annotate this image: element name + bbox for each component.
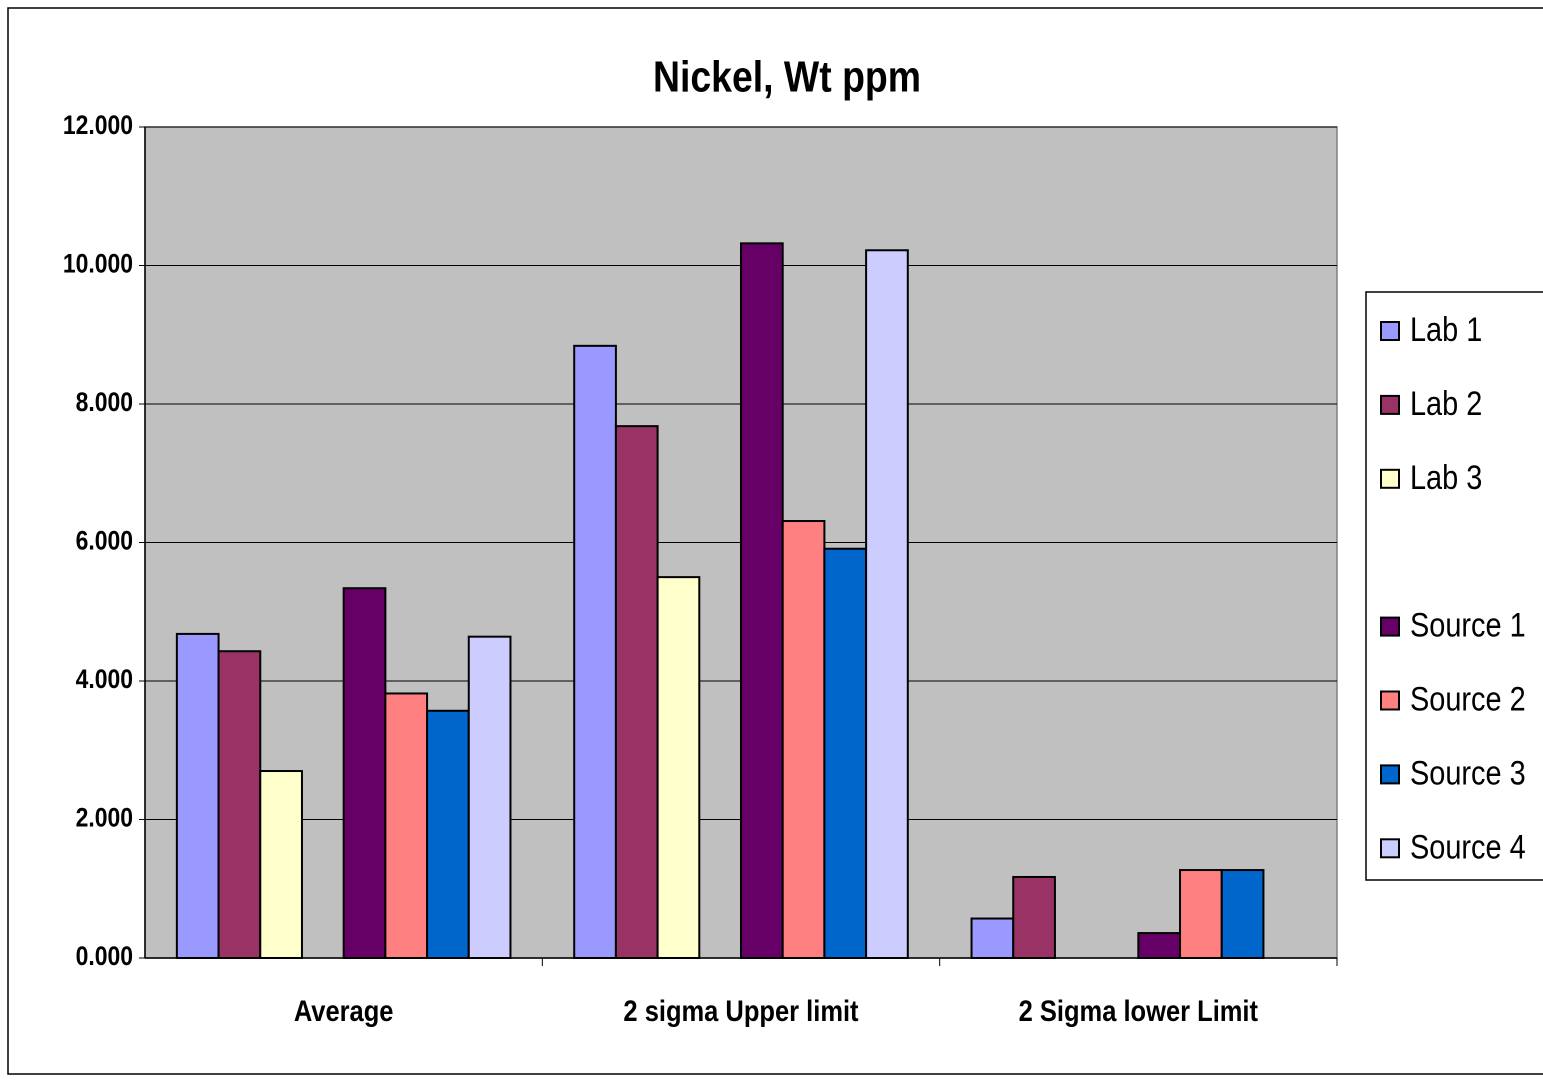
bar — [342, 587, 387, 960]
bar — [175, 632, 220, 959]
y-tick-label: 6.000 — [76, 526, 133, 556]
legend-label: Lab 2 — [1410, 384, 1482, 423]
legend-swatch — [1380, 838, 1400, 859]
legend-label: Source 2 — [1410, 679, 1526, 718]
y-tick-label: 2.000 — [76, 803, 133, 833]
bar — [614, 425, 659, 960]
legend: Lab 1 Lab 2 Lab 3 Source 1 Source 2 Source 3 S… — [1365, 291, 1543, 881]
bar — [426, 709, 470, 960]
bar — [740, 242, 784, 959]
x-tick-label: 2 sigma Upper limit — [623, 994, 858, 1027]
y-tick-label: 12.000 — [63, 110, 133, 140]
legend-label: Source 3 — [1410, 753, 1526, 792]
legend-swatch — [1380, 764, 1400, 785]
y-tick-label: 4.000 — [76, 664, 133, 694]
legend-label: Source 1 — [1410, 605, 1526, 644]
legend-swatch — [1380, 321, 1400, 341]
bar — [865, 249, 909, 959]
chart-title: Nickel, Wt ppm — [653, 52, 921, 102]
bar — [1137, 932, 1182, 960]
bar — [384, 692, 429, 960]
bar — [1012, 875, 1056, 959]
legend-label: Lab 1 — [1410, 310, 1482, 349]
bar — [259, 770, 303, 960]
bar — [573, 344, 617, 959]
legend-label: Source 4 — [1410, 827, 1526, 866]
bar — [467, 635, 512, 959]
bar — [823, 547, 868, 959]
y-tick-label: 0.000 — [76, 941, 133, 971]
legend-label: Lab 3 — [1410, 458, 1482, 497]
x-tick-label: 2 Sigma lower Limit — [1019, 994, 1258, 1027]
bar — [656, 576, 701, 959]
bar — [1179, 869, 1223, 959]
legend-swatch — [1380, 468, 1400, 489]
bar — [217, 650, 262, 959]
legend-swatch — [1380, 690, 1400, 711]
bar — [970, 917, 1015, 960]
y-tick-label: 10.000 — [63, 249, 133, 279]
bar — [1220, 869, 1265, 959]
legend-swatch — [1380, 394, 1400, 415]
x-tick-label: Average — [294, 994, 394, 1027]
legend-swatch — [1380, 616, 1400, 637]
y-tick-label: 8.000 — [76, 387, 133, 417]
bar — [781, 520, 826, 959]
